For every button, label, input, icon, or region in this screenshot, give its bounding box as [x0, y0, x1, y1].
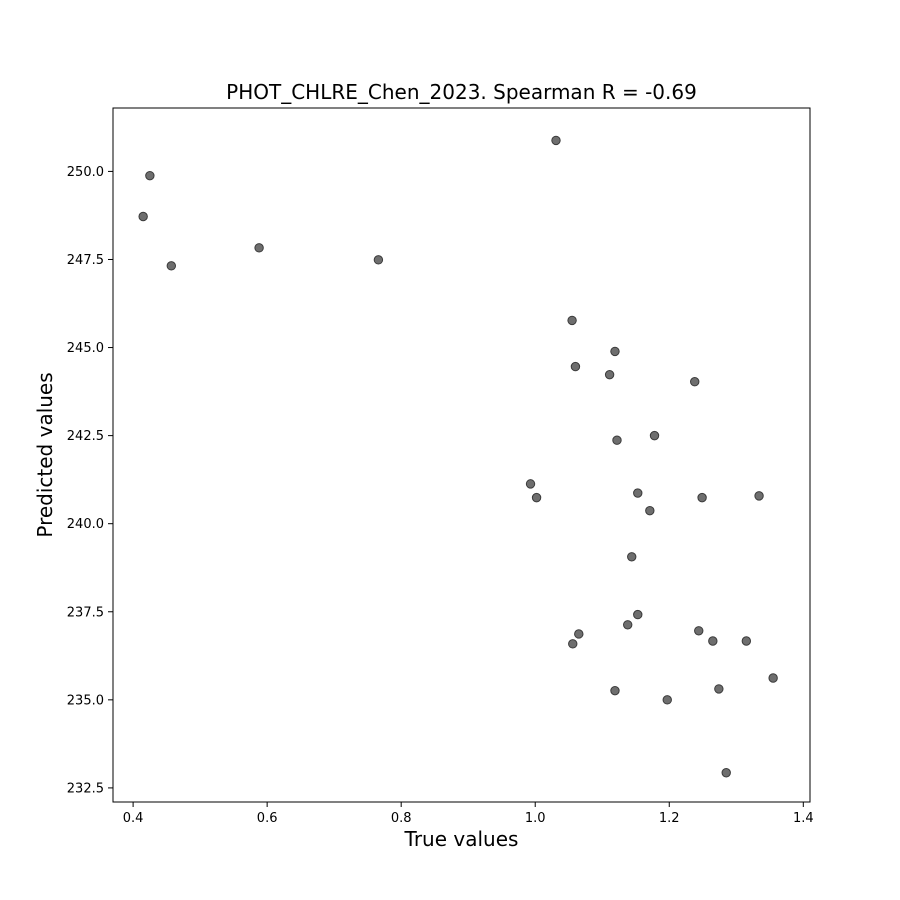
data-point: [610, 346, 620, 357]
data-point: [768, 673, 778, 683]
data-point: [645, 505, 655, 516]
y-tick-label: 240.0: [67, 517, 104, 532]
y-tick-label: 235.0: [67, 693, 104, 708]
data-point: [568, 639, 578, 649]
x-axis: 0.4 0.6 0.8 1.0 1.2 1.4: [123, 802, 814, 826]
data-point: [741, 636, 752, 646]
data-point: [166, 261, 177, 271]
data-point: [254, 243, 264, 253]
data-point: [531, 492, 542, 503]
y-tick-label: 250.0: [67, 165, 104, 180]
data-point: [649, 430, 660, 441]
data-point: [145, 170, 155, 181]
data-point: [373, 255, 384, 265]
y-tick-label: 237.5: [67, 605, 104, 620]
data-point: [754, 491, 764, 501]
y-tick-label: 232.5: [67, 781, 104, 796]
x-axis-title: True values: [404, 827, 519, 851]
data-points: [138, 135, 778, 778]
data-point: [697, 492, 707, 503]
data-point: [525, 479, 536, 489]
x-tick-label: 1.2: [659, 811, 680, 826]
y-tick-label: 242.5: [67, 429, 104, 444]
data-point: [721, 768, 731, 778]
data-point: [694, 626, 704, 636]
x-tick-label: 0.6: [257, 811, 278, 826]
y-tick-label: 245.0: [67, 341, 104, 356]
data-point: [574, 629, 584, 639]
x-tick-label: 0.8: [391, 811, 412, 826]
data-point: [690, 377, 700, 387]
data-point: [612, 435, 622, 445]
x-tick-label: 1.4: [793, 811, 814, 826]
x-tick-label: 1.0: [525, 811, 546, 826]
data-point: [633, 609, 643, 620]
y-tick-label: 247.5: [67, 253, 104, 268]
data-point: [623, 620, 633, 630]
data-point: [708, 636, 718, 646]
data-point: [570, 361, 581, 372]
x-tick-label: 0.4: [123, 811, 144, 826]
plot-frame: [112, 107, 811, 803]
data-point: [551, 135, 561, 146]
data-point: [633, 488, 643, 498]
data-point: [662, 695, 672, 705]
data-point: [714, 684, 724, 694]
data-point: [138, 211, 148, 222]
data-point: [610, 685, 620, 696]
data-point: [627, 552, 637, 562]
y-axis: 232.5 235.0 237.5 240.0 242.5 245.0 247.5 250.0: [67, 165, 113, 796]
chart-title: PHOT_CHLRE_Chen_2023. Spearman R = -0.69: [226, 80, 697, 104]
data-point: [567, 315, 577, 326]
y-axis-title: Predicted values: [33, 372, 57, 537]
data-point: [604, 369, 615, 380]
